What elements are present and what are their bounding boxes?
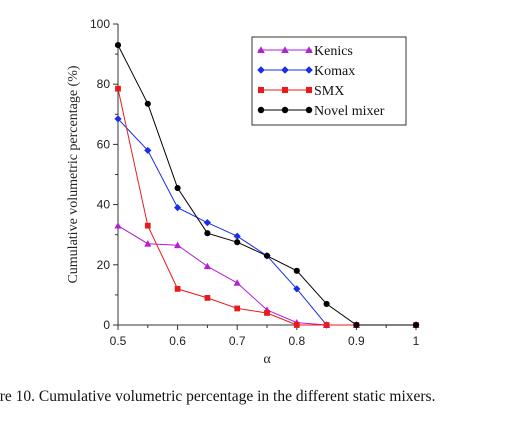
data-point — [204, 230, 211, 237]
legend: Kenics Komax SMX Novel mixer — [251, 36, 407, 126]
y-axis-title: Cumulative volumetric percentage (%) — [66, 65, 81, 283]
axes: 0 20 40 60 80 100 0.5 0.6 0.7 0.8 0.9 1 α Cumulative … — [66, 17, 420, 367]
legend-marker — [305, 66, 313, 74]
data-point — [293, 285, 301, 293]
data-point — [114, 42, 122, 49]
series-line — [117, 88, 416, 326]
legend-label: SMX — [314, 84, 344, 99]
data-point — [203, 262, 211, 270]
data-point — [174, 204, 182, 212]
x-axis-title: α — [263, 352, 271, 367]
legend-marker — [305, 46, 313, 54]
data-point — [115, 85, 121, 92]
y-tick-label: 80 — [97, 77, 111, 91]
legend-marker — [257, 106, 265, 114]
data-point — [144, 100, 151, 107]
series-layer — [114, 42, 420, 329]
data-point — [323, 300, 330, 307]
legend-marker — [281, 106, 289, 114]
legend-item: Kenics — [257, 44, 353, 59]
caption-text: ure 10. Cumulative volumetric percentage… — [0, 388, 436, 405]
data-point — [144, 240, 152, 247]
data-point — [412, 321, 420, 329]
legend-label: Kenics — [314, 44, 353, 59]
legend-marker — [281, 66, 289, 74]
data-point — [174, 286, 181, 292]
data-point — [174, 184, 181, 192]
x-tick-label: 0.6 — [169, 334, 186, 348]
legend-item: Komax — [257, 64, 355, 79]
data-point — [204, 295, 211, 301]
figure-caption: ure 10. Cumulative volumetric percentage… — [0, 388, 514, 410]
legend-label: Komax — [314, 64, 355, 79]
legend-marker — [257, 46, 265, 54]
data-point — [353, 321, 360, 329]
legend-marker — [305, 86, 313, 94]
data-point — [144, 146, 152, 155]
legend-marker — [305, 106, 313, 114]
legend-label: Novel mixer — [314, 104, 385, 119]
x-tick-label: 1 — [413, 334, 420, 348]
legend-marker — [281, 86, 289, 94]
series-novel-mixer — [114, 42, 420, 329]
data-point — [264, 310, 270, 316]
y-tick-label: 40 — [97, 198, 111, 212]
series-smx — [115, 85, 419, 328]
x-tick-label: 0.9 — [348, 334, 365, 348]
x-tick-label: 0.5 — [110, 334, 127, 348]
data-point — [144, 222, 151, 229]
y-tick-label: 20 — [97, 258, 111, 272]
data-point — [293, 267, 300, 274]
legend-marker — [257, 86, 265, 94]
legend-marker — [257, 66, 265, 74]
legend-marker — [281, 46, 289, 54]
data-point — [263, 252, 271, 259]
x-tick-label: 0.7 — [229, 334, 246, 348]
series-komax — [114, 115, 420, 329]
data-point — [203, 219, 211, 227]
y-tick-label: 100 — [90, 17, 110, 31]
data-point — [234, 239, 241, 246]
series-line — [117, 118, 416, 326]
data-point — [114, 222, 122, 229]
legend-item: SMX — [257, 84, 344, 99]
data-point — [323, 322, 330, 328]
series-line — [117, 44, 416, 326]
chart: 0 20 40 60 80 100 0.5 0.6 0.7 0.8 0.9 1 α Cumulative … — [66, 17, 420, 367]
data-point — [233, 232, 241, 240]
data-point — [174, 241, 182, 249]
data-point — [293, 322, 300, 328]
data-point — [114, 115, 122, 123]
y-tick-label: 60 — [97, 137, 111, 151]
x-tick-label: 0.8 — [288, 334, 305, 348]
data-point — [233, 279, 241, 286]
y-tick-label: 0 — [103, 318, 110, 332]
data-point — [234, 305, 241, 312]
legend-item: Novel mixer — [257, 104, 385, 119]
